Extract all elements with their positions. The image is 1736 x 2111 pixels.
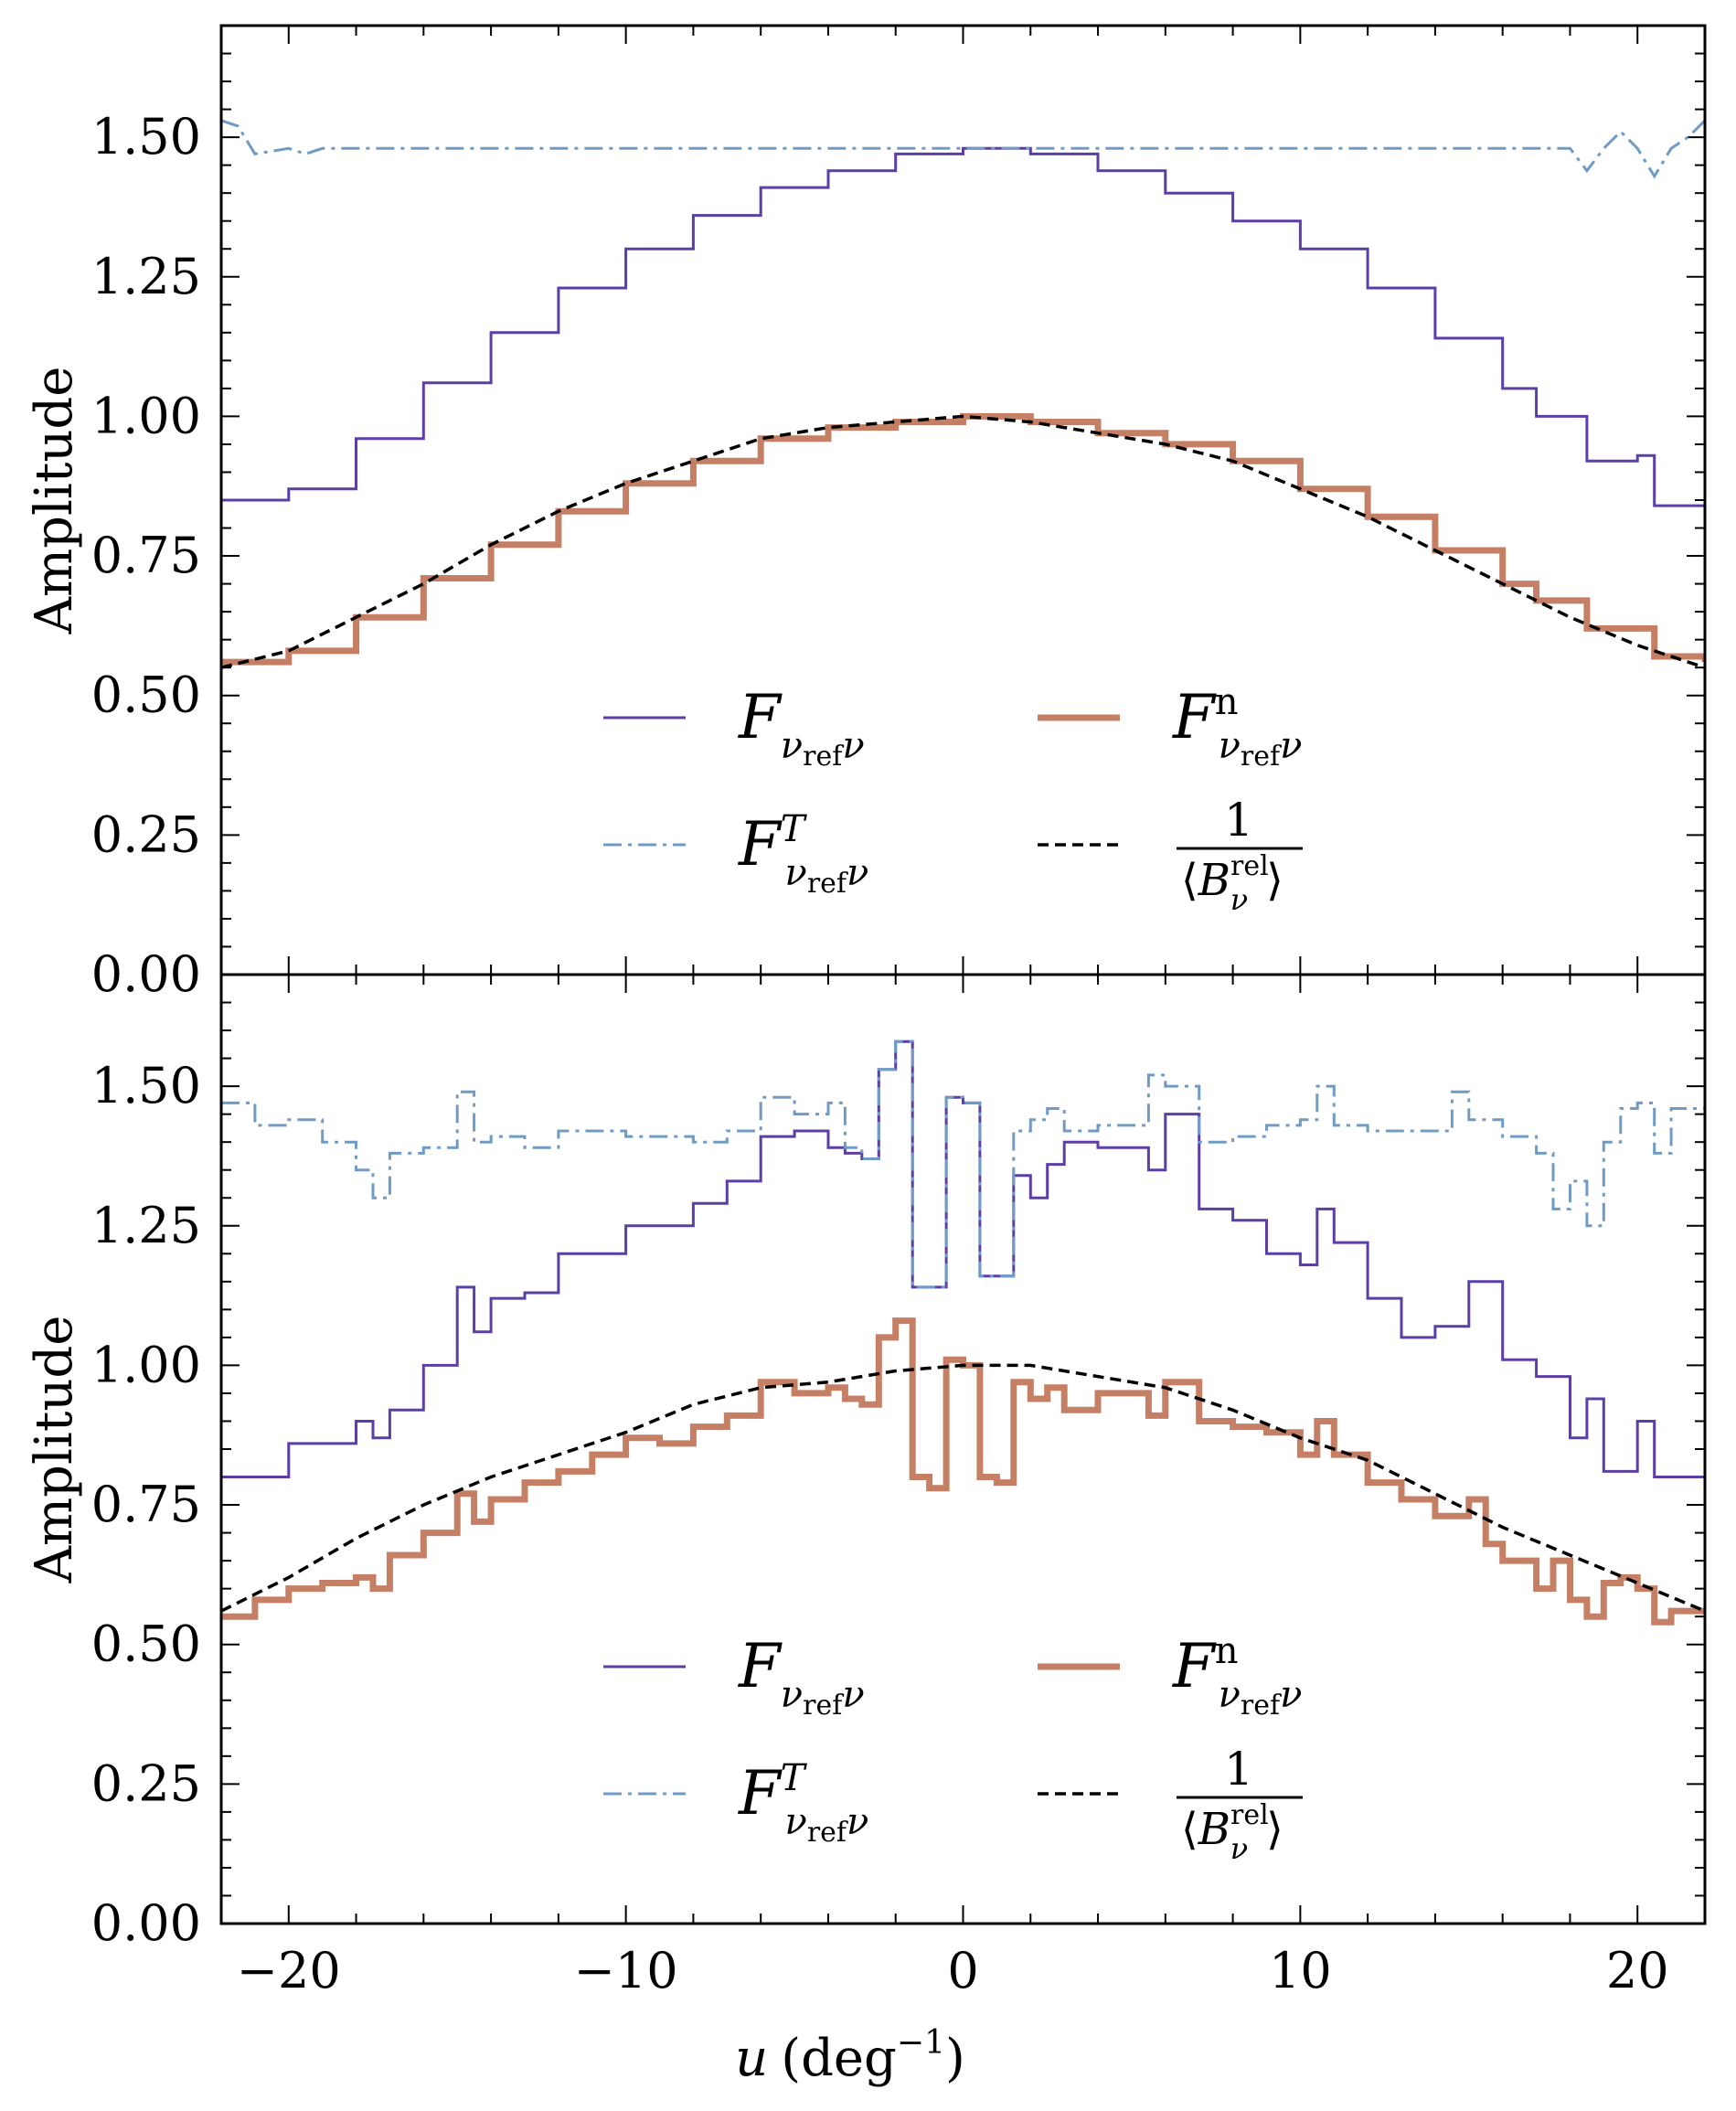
legend-sub: ν	[1219, 725, 1241, 767]
ticks	[220, 25, 1706, 976]
y-tick-label: 0.00	[91, 945, 201, 1003]
axes-frame	[219, 973, 1707, 1925]
x-axis-label: u (deg−1)	[735, 2024, 965, 2088]
legend-main: F	[738, 1758, 783, 1828]
legend-den-close: ⟩	[1266, 1804, 1283, 1855]
legend-subsub: ref	[807, 1817, 848, 1849]
legend-text-2: FT νrefν	[738, 1757, 868, 1849]
legend-main: F	[1172, 1631, 1217, 1701]
axes-frame	[219, 24, 1707, 976]
legend-subsub: ref	[803, 741, 844, 773]
x-tick-label: 10	[1269, 1942, 1332, 1999]
legend-sub: ν	[781, 1674, 803, 1716]
legend-subsub: ref	[1241, 1690, 1282, 1722]
legend-den-sub: ν	[1230, 882, 1248, 917]
legend-den-close: ⟩	[1266, 855, 1283, 906]
y-tick-label: 0.25	[91, 805, 201, 863]
legend-text-1: Fn νrefν	[1172, 681, 1302, 773]
legend-sub: ν	[781, 725, 803, 767]
legend-subsub: ref	[807, 868, 848, 900]
legend-fraction-denominator: ⟨Brel ν ⟩	[1181, 1799, 1283, 1866]
y-tick-label: 0.00	[91, 1894, 201, 1952]
y-tick-label: 0.75	[91, 527, 201, 584]
legend-main: F	[738, 809, 783, 880]
series-inv_B	[221, 414, 1705, 669]
y-tick-label: 1.50	[91, 108, 201, 165]
legend-den-open: ⟨	[1181, 855, 1198, 906]
legend-sub: ν	[1219, 1674, 1241, 1716]
legend-main: F	[738, 682, 783, 752]
legend-text-2: FT νrefν	[738, 808, 868, 900]
series-group	[221, 1040, 1705, 1626]
legend-fraction-numerator: 1	[1224, 1743, 1253, 1796]
legend-sub: ν	[784, 852, 806, 894]
legend-den-sup: rel	[1230, 850, 1269, 882]
legend-fraction-numerator: 1	[1224, 794, 1253, 847]
legend-main: F	[738, 1631, 783, 1701]
series-F_raw	[221, 1040, 1705, 1478]
legend-sub2: ν	[1280, 1674, 1302, 1716]
legend-text-0: Fνrefν	[738, 682, 865, 773]
ticks	[220, 974, 1706, 1924]
series-F_n	[221, 412, 1705, 666]
x-tick-label: −10	[574, 1942, 678, 1999]
legend-text-1: Fn νrefν	[1172, 1630, 1302, 1722]
series-inv_B	[221, 1363, 1705, 1613]
series-group	[221, 119, 1705, 669]
y-tick-label: 1.25	[91, 1197, 201, 1254]
x-axis-unit-exponent: −1	[897, 2024, 945, 2062]
legend-subsub: ref	[803, 1690, 844, 1722]
series-F_T	[221, 119, 1705, 179]
bottom-panel: 0.000.250.500.751.001.251.50AmplitudeFνr…	[25, 973, 1707, 1999]
legend-sub2: ν	[847, 852, 868, 894]
x-axis-label-text: u (deg−1)	[735, 2024, 965, 2088]
top-panel: 0.000.250.500.751.001.251.50AmplitudeFνr…	[25, 24, 1707, 1003]
series-F_n	[221, 1317, 1705, 1626]
y-axis-label: Amplitude	[25, 367, 84, 635]
legend-den-main: B	[1198, 1804, 1230, 1855]
legend-sub2: ν	[1280, 725, 1302, 767]
y-tick-label: 0.75	[91, 1476, 201, 1533]
y-tick-label: 1.00	[91, 387, 201, 444]
legend-sub2: ν	[847, 1801, 868, 1843]
y-tick-label: 1.00	[91, 1336, 201, 1393]
legend-den-open: ⟨	[1181, 1804, 1198, 1855]
y-tick-label: 0.50	[91, 1615, 201, 1673]
legend-sub2: ν	[842, 725, 864, 767]
y-tick-label: 0.25	[91, 1754, 201, 1812]
series-F_T	[221, 1040, 1705, 1289]
legend-sub2: ν	[842, 1674, 864, 1716]
legend-sup: T	[781, 1757, 808, 1799]
legend-text-0: Fνrefν	[738, 1631, 865, 1722]
legend-main: F	[1172, 682, 1217, 752]
x-axis-unit: (deg	[781, 2029, 897, 2088]
legend-fraction-denominator: ⟨Brel ν ⟩	[1181, 850, 1283, 917]
legend-den-sub: ν	[1230, 1831, 1248, 1866]
series-F_raw	[221, 146, 1705, 507]
y-tick-label: 1.50	[91, 1057, 201, 1114]
x-axis-symbol: u	[735, 2029, 768, 2088]
legend-den-sup: rel	[1230, 1799, 1269, 1831]
x-tick-label: −20	[237, 1942, 341, 1999]
legend-sup: n	[1215, 681, 1239, 723]
x-tick-label: 20	[1606, 1942, 1669, 1999]
legend-sup: T	[781, 808, 808, 850]
legend-subsub: ref	[1241, 741, 1282, 773]
x-tick-label: 0	[947, 1942, 978, 1999]
y-axis-label: Amplitude	[25, 1316, 84, 1584]
y-tick-label: 1.25	[91, 248, 201, 305]
legend-sub: ν	[784, 1801, 806, 1843]
legend-sup: n	[1215, 1630, 1239, 1672]
x-axis-unit-close: )	[945, 2029, 965, 2088]
legend-den-main: B	[1198, 855, 1230, 906]
y-tick-label: 0.50	[91, 666, 201, 724]
